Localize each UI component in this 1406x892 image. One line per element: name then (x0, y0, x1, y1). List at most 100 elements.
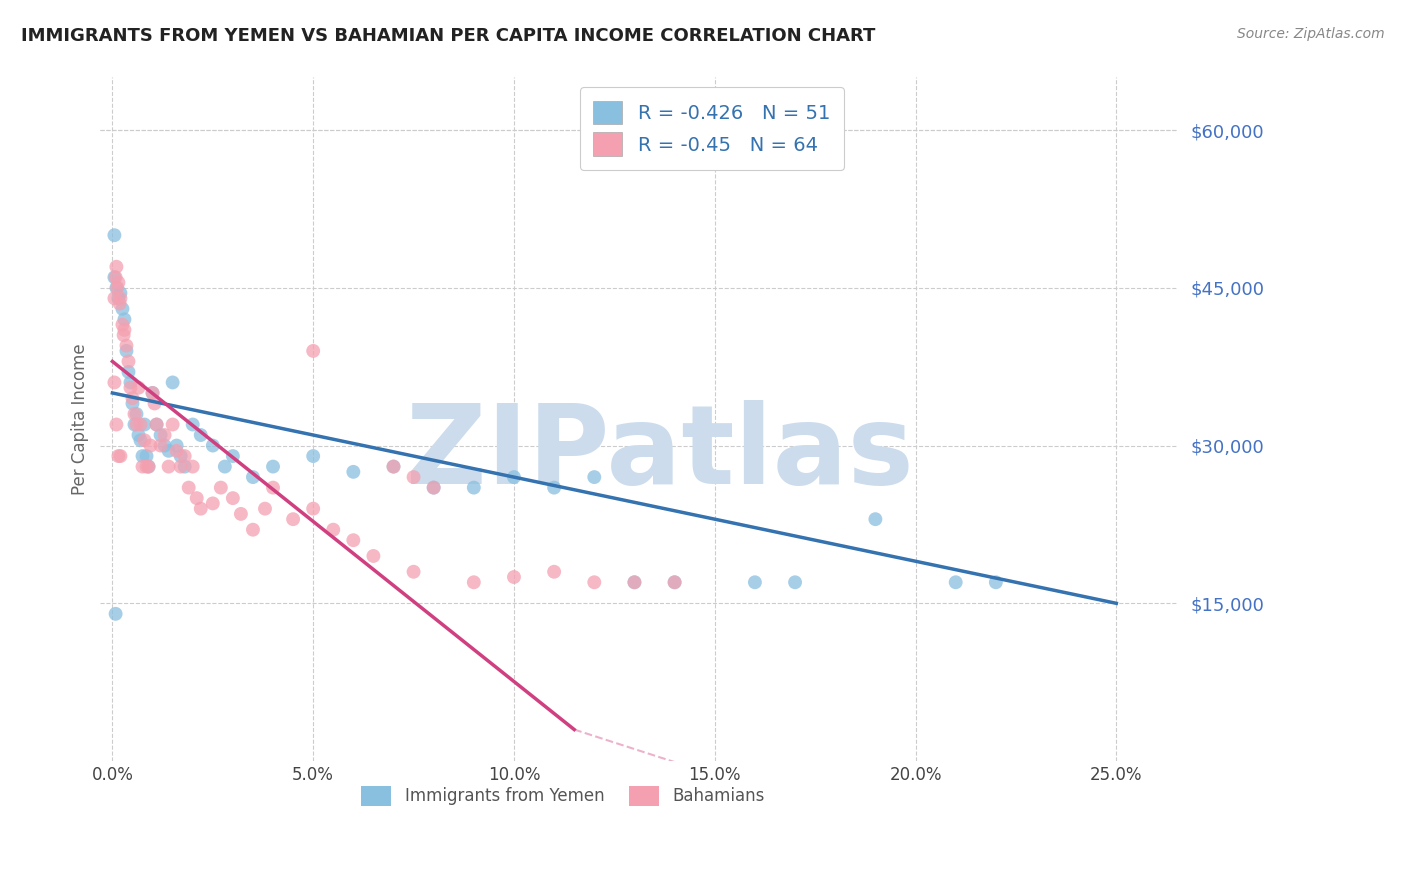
Point (382, 459, 405, 474)
Point (402, 565, 425, 579)
Point (190, 428, 212, 442)
Point (173, 459, 195, 474)
Point (583, 575, 606, 590)
Point (103, 228, 125, 243)
Point (105, 281, 128, 295)
Point (162, 417, 184, 432)
Point (135, 459, 157, 474)
Text: IMMIGRANTS FROM YEMEN VS BAHAMIAN PER CAPITA INCOME CORRELATION CHART: IMMIGRANTS FROM YEMEN VS BAHAMIAN PER CA… (21, 27, 876, 45)
Point (138, 459, 160, 474)
Point (623, 575, 645, 590)
Point (105, 281, 128, 295)
Point (117, 354, 139, 368)
Point (145, 417, 167, 432)
Point (222, 491, 245, 505)
Point (229, 507, 252, 521)
Point (543, 565, 565, 579)
Point (134, 417, 156, 432)
Point (186, 491, 208, 505)
Point (623, 575, 645, 590)
Point (262, 481, 284, 495)
Point (134, 434, 156, 448)
Point (181, 459, 204, 474)
Point (153, 428, 176, 442)
Point (129, 417, 152, 432)
Point (543, 481, 565, 495)
Point (157, 443, 180, 458)
Point (945, 575, 967, 590)
Point (107, 449, 129, 463)
Point (302, 449, 325, 463)
Point (120, 376, 142, 390)
Point (142, 386, 165, 401)
Point (166, 438, 188, 452)
Point (110, 291, 132, 305)
Point (222, 449, 245, 463)
Point (121, 391, 143, 405)
Point (105, 417, 128, 432)
Point (382, 459, 405, 474)
Point (342, 465, 364, 479)
Point (302, 343, 325, 358)
Text: Source: ZipAtlas.com: Source: ZipAtlas.com (1237, 27, 1385, 41)
Point (583, 470, 606, 484)
Point (214, 459, 236, 474)
Point (422, 481, 444, 495)
Point (108, 296, 131, 310)
Point (422, 481, 444, 495)
Point (201, 438, 224, 452)
Point (242, 523, 264, 537)
Point (463, 575, 485, 590)
Point (103, 270, 125, 285)
Point (115, 343, 138, 358)
Point (342, 533, 364, 548)
Point (242, 470, 264, 484)
Point (153, 438, 176, 452)
Point (149, 438, 172, 452)
Point (104, 270, 127, 285)
Point (402, 470, 425, 484)
Point (201, 496, 224, 510)
Point (120, 381, 142, 395)
Point (664, 575, 686, 590)
Text: ZIPatlas: ZIPatlas (406, 400, 914, 507)
Point (190, 501, 212, 516)
Point (145, 417, 167, 432)
Point (107, 276, 129, 290)
Point (103, 291, 125, 305)
Y-axis label: Per Capita Income: Per Capita Income (72, 343, 89, 495)
Point (110, 449, 132, 463)
Point (322, 523, 344, 537)
Point (131, 449, 153, 463)
Point (124, 407, 146, 421)
Point (105, 260, 128, 274)
Point (173, 449, 195, 463)
Point (177, 481, 200, 495)
Point (209, 481, 232, 495)
Point (128, 381, 150, 395)
Point (112, 328, 135, 343)
Point (783, 575, 806, 590)
Point (107, 291, 129, 305)
Point (363, 549, 385, 563)
Point (139, 438, 162, 452)
Point (121, 396, 143, 410)
Point (162, 376, 184, 390)
Point (744, 575, 766, 590)
Point (865, 512, 887, 526)
Point (503, 470, 526, 484)
Point (117, 365, 139, 379)
Point (181, 417, 204, 432)
Point (463, 481, 485, 495)
Point (131, 459, 153, 474)
Legend: Immigrants from Yemen, Bahamians: Immigrants from Yemen, Bahamians (353, 777, 773, 814)
Point (984, 575, 1007, 590)
Point (115, 338, 138, 352)
Point (114, 312, 136, 326)
Point (166, 443, 188, 458)
Point (138, 459, 160, 474)
Point (142, 386, 165, 401)
Point (103, 376, 125, 390)
Point (125, 407, 148, 421)
Point (110, 286, 132, 301)
